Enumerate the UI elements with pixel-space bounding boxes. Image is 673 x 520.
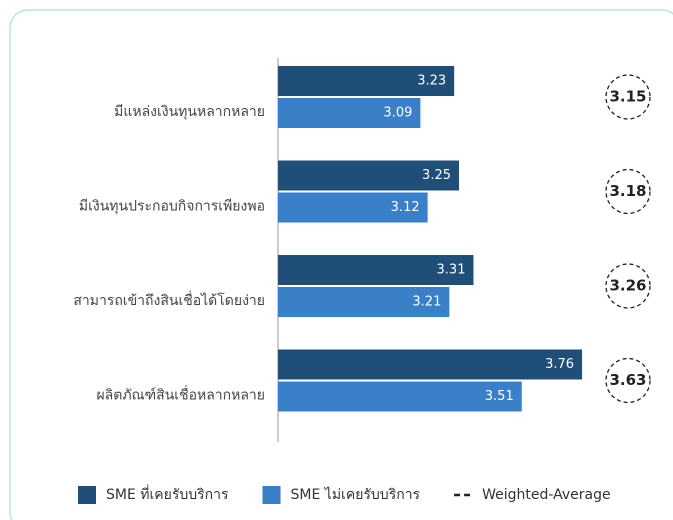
card [9, 9, 673, 520]
average-marker [605, 74, 651, 120]
value-label: 3.23 [417, 74, 446, 89]
bar [278, 192, 428, 223]
value-label: 3.09 [383, 106, 412, 121]
bar [278, 287, 450, 317]
category-label: มีแหล่งเงินทุนหลากหลาย [114, 104, 265, 120]
legend-swatch [78, 486, 96, 504]
average-label: 3.63 [609, 371, 646, 389]
bar [278, 255, 474, 285]
average-label: 3.18 [609, 182, 646, 200]
bar [278, 381, 522, 412]
legend-swatch [262, 486, 281, 504]
value-label: 3.21 [412, 295, 441, 310]
value-label: 3.76 [545, 357, 574, 372]
bar [278, 349, 583, 380]
value-label: 3.31 [437, 263, 466, 278]
value-label: 3.25 [422, 168, 451, 183]
bar [278, 160, 459, 191]
bar [278, 66, 455, 96]
legend-label: SME ที่เคยรับบริการ [106, 485, 229, 503]
bar [278, 98, 421, 128]
category-label: ผลิตภัณฑ์สินเชื่อหลากหลาย [96, 386, 265, 404]
value-label: 3.51 [485, 389, 514, 404]
average-label: 3.26 [609, 277, 646, 295]
category-label: มีเงินทุนประกอบกิจการเพียงพอ [79, 199, 265, 215]
legend-label: SME ไม่เคยรับบริการ [291, 486, 421, 503]
average-marker [605, 357, 651, 404]
category-label: สามารถเข้าถึงสินเชื่อได้โดยง่าย [73, 291, 265, 309]
average-marker [605, 168, 651, 215]
average-marker [605, 263, 651, 309]
legend-label: Weighted-Average [482, 487, 611, 503]
value-label: 3.12 [391, 200, 420, 215]
average-label: 3.15 [609, 88, 646, 106]
